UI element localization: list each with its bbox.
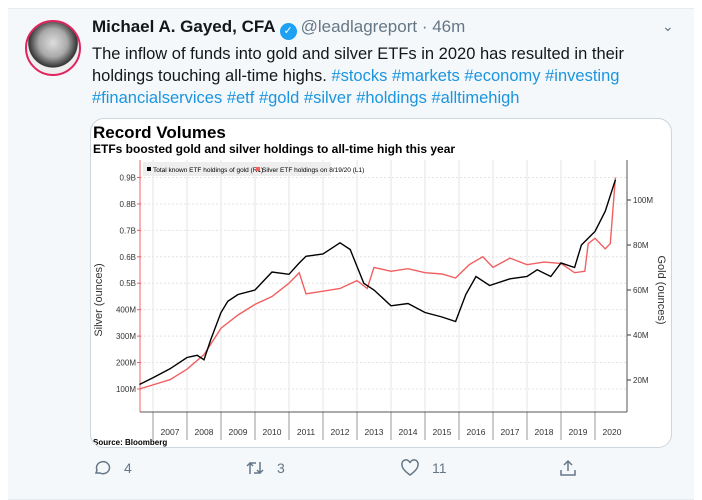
right-tick-label: 40M (633, 331, 649, 340)
legend-swatch-silver (256, 167, 260, 171)
plot-area (140, 160, 627, 412)
x-tick-label: 2015 (433, 427, 452, 437)
chevron-down-icon[interactable]: ⌄ (662, 18, 674, 34)
tweet-text: The inflow of funds into gold and silver… (92, 43, 662, 109)
x-tick-label: 2009 (229, 427, 248, 437)
share-icon (560, 459, 576, 476)
left-tick-label: 0.8B (120, 200, 136, 209)
hashtag-link[interactable]: #silver (303, 89, 352, 107)
retweet-count: 3 (277, 460, 285, 476)
tweet-header: Michael A. Gayed, CFA ✓ @leadlagreport · 4… (92, 17, 465, 40)
chart-title: Record Volumes (93, 123, 226, 142)
legend-swatch-gold (147, 167, 151, 171)
x-tick-label: 2007 (161, 427, 180, 437)
hashtag-link[interactable]: #markets (391, 67, 460, 85)
legend-box (143, 162, 331, 176)
retweet-icon (246, 461, 264, 475)
chart: Record Volumes ETFs boosted gold and sil… (93, 123, 667, 447)
hashtag-link[interactable]: #financialservices (92, 89, 223, 107)
legend-silver: Silver ETF holdings on 8/19/20 (L1) (262, 167, 364, 174)
chart-source: Source: Bloomberg (93, 438, 167, 447)
hashtag-link[interactable]: #gold (258, 89, 300, 107)
x-tick-label: 2012 (331, 427, 350, 437)
silver-series-line (139, 177, 617, 390)
x-tick-label: 2019 (569, 427, 588, 437)
left-tick-label: 300M (116, 332, 136, 341)
left-tick-label: 0.9B (120, 173, 136, 182)
hashtag-link[interactable]: #investing (545, 67, 620, 85)
tweet-body: The inflow of funds into gold and silver… (92, 45, 624, 85)
left-tick-label: 0.5B (120, 279, 136, 288)
timestamp[interactable]: · 46m (421, 17, 466, 36)
right-tick-label: 80M (633, 241, 649, 250)
left-tick-label: 0.6B (120, 253, 136, 262)
tweet-actions: 4 3 11 (0, 458, 702, 484)
right-tick-label: 100M (633, 196, 653, 205)
x-tick-label: 2008 (195, 427, 214, 437)
hashtag-link[interactable]: #stocks (331, 67, 388, 85)
hashtag-link[interactable]: #alltimehigh (431, 89, 520, 107)
x-tick-label: 2011 (297, 427, 316, 437)
x-tick-label: 2013 (365, 427, 384, 437)
like-button[interactable]: 11 (400, 458, 447, 478)
y-axis-right-label: Gold (ounces) (655, 255, 667, 324)
reply-icon (94, 460, 111, 475)
reply-count: 4 (124, 460, 132, 476)
x-tick-label: 2016 (467, 427, 486, 437)
x-tick-label: 2014 (399, 427, 418, 437)
x-tick-label: 2020 (603, 427, 622, 437)
hashtag-link[interactable]: #holdings (356, 89, 427, 107)
author-name[interactable]: Michael A. Gayed, CFA (92, 17, 276, 36)
y-axis-left-label: Silver (ounces) (93, 263, 105, 336)
x-tick-label: 2018 (535, 427, 554, 437)
gold-series-line (139, 179, 617, 386)
share-button[interactable] (558, 458, 578, 478)
legend-gold: Total known ETF holdings of gold (R1) (153, 167, 263, 174)
hashtag-link[interactable]: #economy (464, 67, 541, 85)
x-tick-label: 2010 (263, 427, 282, 437)
verified-badge-icon: ✓ (279, 23, 297, 40)
right-tick-label: 60M (633, 286, 649, 295)
retweet-button[interactable]: 3 (245, 458, 285, 478)
chart-image[interactable]: Record Volumes ETFs boosted gold and sil… (90, 118, 672, 448)
x-tick-label: 2017 (501, 427, 520, 437)
avatar[interactable] (25, 20, 81, 76)
reply-button[interactable]: 4 (92, 458, 132, 478)
right-tick-label: 20M (633, 376, 649, 385)
heart-icon (401, 459, 419, 476)
left-tick-label: 100M (116, 385, 136, 394)
chart-subtitle: ETFs boosted gold and silver holdings to… (93, 142, 455, 156)
author-handle[interactable]: @leadlagreport (300, 17, 418, 36)
left-tick-label: 200M (116, 359, 136, 368)
left-tick-label: 0.7B (120, 226, 136, 235)
hashtag-link[interactable]: #etf (226, 89, 255, 107)
left-tick-label: 400M (116, 306, 136, 315)
like-count: 11 (432, 460, 447, 476)
